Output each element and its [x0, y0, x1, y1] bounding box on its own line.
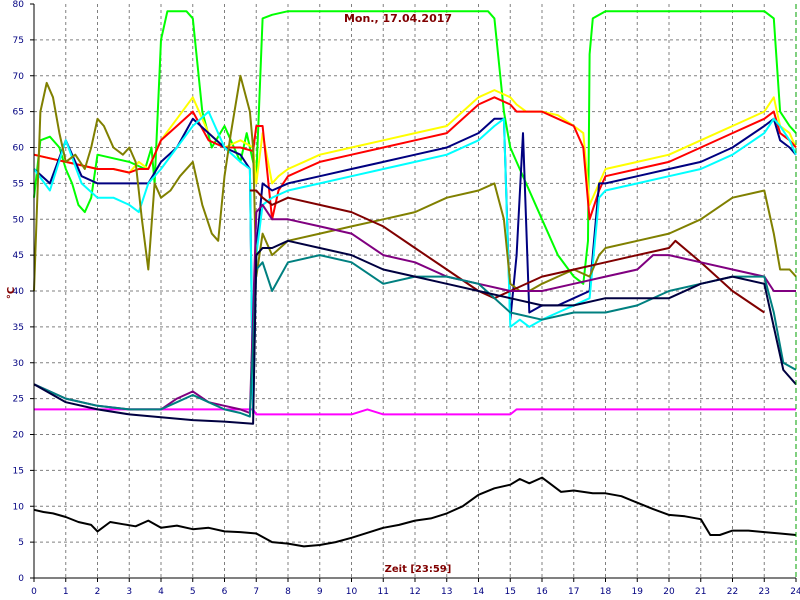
- x-tick-label: 23: [759, 587, 770, 597]
- x-tick-label: 6: [222, 587, 228, 597]
- x-tick-label: 21: [695, 587, 706, 597]
- y-tick-label: 60: [13, 144, 25, 154]
- y-tick-label: 5: [18, 538, 24, 548]
- chart-series: [33, 10, 797, 548]
- series-line: [33, 239, 797, 425]
- y-tick-label: 10: [13, 502, 25, 512]
- series-line: [33, 10, 797, 285]
- x-tick-label: 24: [790, 587, 800, 597]
- y-tick-label: 65: [13, 108, 24, 118]
- series-line: [33, 117, 797, 414]
- x-tick-label: 3: [126, 587, 132, 597]
- x-tick-label: 20: [663, 587, 675, 597]
- series-line: [249, 189, 765, 314]
- x-tick-label: 15: [505, 587, 516, 597]
- x-tick-label: 12: [409, 587, 420, 597]
- x-tick-label: 18: [600, 587, 612, 597]
- x-tick-label: 19: [632, 587, 644, 597]
- x-tick-label: 10: [346, 587, 358, 597]
- y-tick-label: 0: [18, 574, 24, 584]
- chart-axes: [30, 3, 797, 582]
- y-tick-label: 30: [13, 359, 25, 369]
- y-tick-label: 55: [13, 179, 24, 189]
- chart-tick-labels: 0 1 2 3 4 5 6 7 8 9 10 11 12 13 14 15 16 17 18 19 20 21 22 23 24…: [13, 0, 800, 597]
- y-tick-label: 20: [13, 431, 25, 441]
- y-tick-label: 50: [13, 215, 25, 225]
- x-tick-label: 2: [95, 587, 101, 597]
- series-line: [33, 89, 797, 206]
- series-line: [33, 254, 797, 418]
- series-line: [33, 74, 797, 292]
- y-tick-label: 40: [13, 287, 25, 297]
- y-tick-label: 80: [13, 0, 25, 10]
- x-tick-label: 5: [190, 587, 196, 597]
- series-line: [33, 203, 796, 414]
- y-tick-label: 45: [13, 251, 24, 261]
- x-tick-label: 17: [568, 587, 579, 597]
- x-tick-label: 13: [441, 587, 452, 597]
- x-tick-label: 7: [253, 587, 259, 597]
- chart-title: Mon., 17.04.2017: [344, 12, 452, 25]
- series-line: [33, 96, 797, 221]
- y-tick-label: 35: [13, 323, 24, 333]
- x-tick-label: 14: [473, 587, 485, 597]
- x-tick-label: 1: [63, 587, 69, 597]
- x-tick-label: 4: [158, 587, 164, 597]
- y-tick-label: 75: [13, 36, 24, 46]
- x-tick-label: 8: [285, 587, 291, 597]
- y-tick-label: 70: [13, 72, 25, 82]
- y-axis-label: °C: [6, 287, 17, 299]
- series-line: [33, 476, 797, 548]
- x-tick-label: 0: [31, 587, 37, 597]
- x-tick-label: 11: [378, 587, 389, 597]
- x-axis-label: Zeit [23:59]: [385, 564, 452, 575]
- x-tick-label: 16: [536, 587, 548, 597]
- y-tick-label: 15: [13, 466, 24, 476]
- y-tick-label: 25: [13, 395, 24, 405]
- chart-grid: [34, 4, 796, 578]
- x-tick-label: 9: [317, 587, 323, 597]
- x-tick-label: 22: [727, 587, 738, 597]
- series-line: [33, 110, 797, 414]
